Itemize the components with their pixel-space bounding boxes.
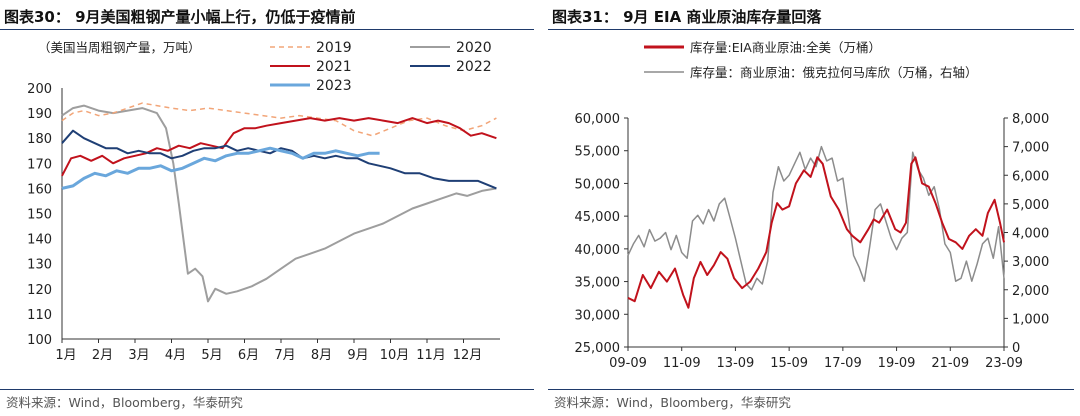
- x-tick-label: 9月: [347, 348, 368, 363]
- y-tick-label: 130: [27, 258, 52, 273]
- bottom-divider: [548, 389, 1074, 390]
- x-tick-label: 3月: [128, 348, 149, 363]
- y2-tick-label: 3,000: [1012, 255, 1049, 270]
- y-tick-label: 55,000: [575, 145, 621, 160]
- y-tick-label: 150: [27, 208, 52, 223]
- source-note: 资料来源：Wind，Bloomberg，华泰研究: [6, 395, 243, 410]
- series-line-us-commercial: [627, 156, 1005, 309]
- x-tick-label: 09-09: [609, 356, 647, 371]
- legend-label: 2022: [456, 59, 492, 75]
- y-tick-label: 160: [27, 182, 52, 197]
- y-tick-label: 45,000: [575, 210, 621, 225]
- y-tick-label: 140: [27, 233, 52, 248]
- x-tick-label: 17-09: [824, 356, 862, 371]
- chart-panel-steel: 图表30： 9月美国粗钢产量小幅上行，仍低于疫情前 （美国当周粗钢产量，万吨） 1…: [0, 8, 534, 410]
- y-tick-label: 100: [27, 333, 52, 348]
- legend-label: 2021: [316, 59, 352, 75]
- bottom-divider: [0, 389, 534, 390]
- chart-panel-crude: 图表31： 9月 EIA 商业原油库存量回落 25,000 30,000 35,00…: [548, 0, 1080, 416]
- x-tick-label: 11-09: [663, 356, 701, 371]
- legend-label: 2023: [316, 78, 352, 94]
- y-tick-label: 190: [27, 107, 52, 122]
- y2-tick-label: 1,000: [1012, 312, 1049, 327]
- y-tick-label: 60,000: [575, 112, 621, 127]
- x-tick-label: 12月: [453, 348, 483, 363]
- y2-tick-label: 7,000: [1012, 141, 1049, 156]
- x-tick-label: 8月: [311, 348, 332, 363]
- y-tick-label: 120: [27, 283, 52, 298]
- x-tick-label: 21-09: [931, 356, 969, 371]
- title-divider: [548, 29, 1074, 30]
- y-tick-label: 50,000: [575, 177, 621, 192]
- steel-chart: （美国当周粗钢产量，万吨） 100 110 120 130 140 150 160 170 180…: [27, 40, 500, 363]
- y2-tick-label: 6,000: [1012, 169, 1049, 184]
- y2-tick-label: 5,000: [1012, 198, 1049, 213]
- y2-tick-label: 4,000: [1012, 227, 1049, 242]
- series-line-2019: [61, 102, 497, 137]
- y2-tick-label: 8,000: [1012, 112, 1049, 127]
- legend-label: 库存量：商业原油：俄克拉何马库欣（万桶，右轴）: [690, 65, 978, 80]
- x-tick-label: 13-09: [717, 356, 755, 371]
- legend-label: 2019: [316, 40, 352, 56]
- y-tick-label: 180: [27, 132, 52, 147]
- x-tick-label: 2月: [92, 348, 113, 363]
- y2-tick-label: 0: [1012, 341, 1020, 356]
- series-line-2022: [61, 129, 497, 190]
- x-tick-label: 10月: [380, 348, 410, 363]
- x-tick-label: 15-09: [770, 356, 808, 371]
- x-tick-label: 23-09: [985, 356, 1023, 371]
- chart-title: 图表30： 9月美国粗钢产量小幅上行，仍低于疫情前: [4, 8, 356, 26]
- y-tick-label: 170: [27, 157, 52, 172]
- legend-label: 库存量:EIA商业原油:全美（万桶）: [690, 40, 881, 55]
- series-line-2023: [61, 146, 380, 190]
- title-divider: [0, 29, 534, 30]
- y-tick-label: 200: [27, 82, 52, 97]
- y-tick-label: 40,000: [575, 243, 621, 258]
- legend-label: 2020: [456, 40, 492, 56]
- x-tick-label: 19-09: [878, 356, 916, 371]
- x-tick-label: 7月: [274, 348, 295, 363]
- x-tick-label: 11月: [416, 348, 446, 363]
- series-line-2021: [61, 117, 497, 177]
- y-tick-label: 30,000: [575, 308, 621, 323]
- y-axis-label: （美国当周粗钢产量，万吨）: [38, 40, 201, 55]
- y-tick-label: 35,000: [575, 276, 621, 291]
- x-tick-label: 1月: [55, 348, 76, 363]
- series-line-2020: [61, 104, 497, 303]
- y2-tick-label: 2,000: [1012, 284, 1049, 299]
- y-tick-label: 110: [27, 308, 52, 323]
- x-tick-label: 4月: [165, 348, 186, 363]
- crude-chart: 25,000 30,000 35,000 40,000 45,000 50,000 55,0…: [575, 40, 1050, 371]
- x-tick-label: 5月: [201, 348, 222, 363]
- y-tick-label: 25,000: [575, 341, 621, 356]
- x-tick-label: 6月: [238, 348, 259, 363]
- source-note: 资料来源：Wind，Bloomberg，华泰研究: [554, 395, 791, 410]
- series-line-cushing: [627, 145, 1005, 291]
- chart-title: 图表31： 9月 EIA 商业原油库存量回落: [552, 8, 822, 26]
